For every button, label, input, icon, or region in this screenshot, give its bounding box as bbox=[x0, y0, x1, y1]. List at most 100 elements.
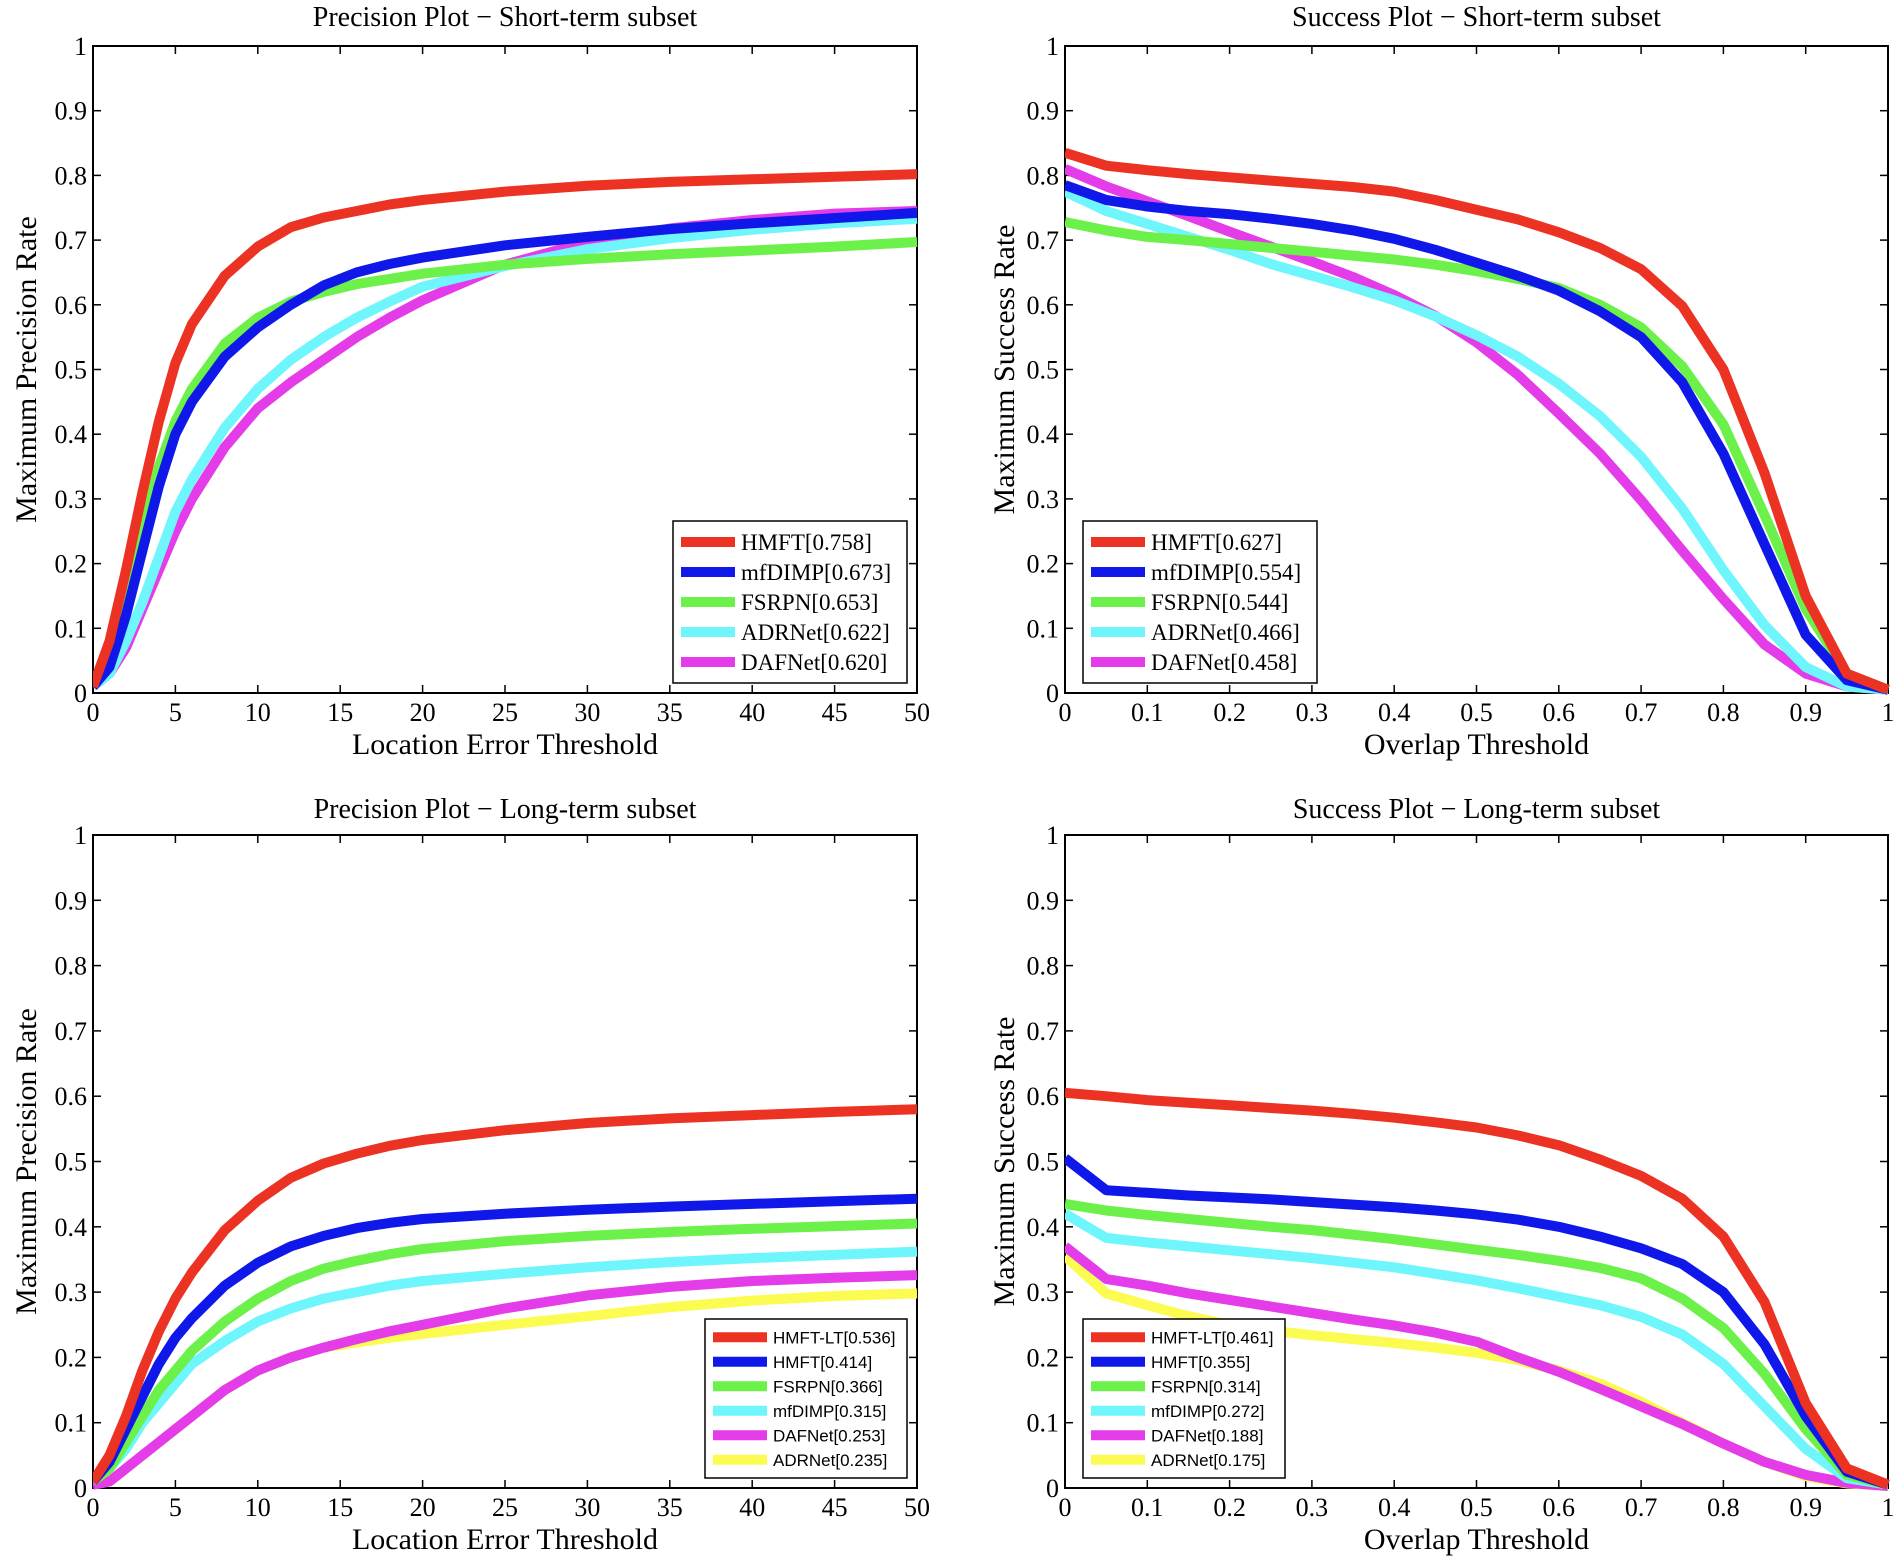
x-tick-label: 40 bbox=[739, 698, 765, 727]
x-tick-label: 20 bbox=[410, 1493, 436, 1522]
x-tick-label: 0.6 bbox=[1543, 698, 1576, 727]
y-tick-label: 0.7 bbox=[55, 226, 88, 255]
x-tick-label: 0.5 bbox=[1460, 698, 1493, 727]
legend-label: HMFT[0.758] bbox=[741, 530, 872, 555]
chart-panel-3: Precision Plot − Long-term subset Locatio… bbox=[10, 794, 930, 1556]
y-tick-label: 0.8 bbox=[1027, 952, 1060, 981]
x-tick-label: 0.2 bbox=[1213, 1493, 1246, 1522]
y-tick-label: 0.5 bbox=[55, 356, 88, 385]
x-tick-label: 45 bbox=[822, 698, 848, 727]
y-tick-label: 0.4 bbox=[55, 1213, 88, 1242]
series-line-fsrpn bbox=[93, 1218, 918, 1486]
x-tick-label: 0 bbox=[87, 698, 100, 727]
y-tick-label: 0.9 bbox=[1027, 886, 1060, 915]
x-tick-label: 0.9 bbox=[1789, 1493, 1822, 1522]
legend-label: HMFT[0.627] bbox=[1151, 530, 1282, 555]
legend-label: mfDIMP[0.673] bbox=[741, 560, 891, 585]
legend-label: FSRPN[0.314] bbox=[1151, 1377, 1261, 1396]
y-tick-label: 0.2 bbox=[55, 550, 88, 579]
x-tick-label: 30 bbox=[574, 698, 600, 727]
chart-title: Success Plot − Short-term subset bbox=[1292, 2, 1661, 33]
legend-label: FSRPN[0.366] bbox=[773, 1377, 883, 1396]
legend-label: ADRNet[0.466] bbox=[1151, 620, 1300, 645]
series-line-mfdimp bbox=[93, 207, 918, 690]
x-axis-label: Location Error Threshold bbox=[352, 1523, 658, 1556]
x-tick-label: 0.6 bbox=[1543, 1493, 1576, 1522]
y-tick-label: 0.2 bbox=[1027, 1343, 1060, 1372]
series-line-hmft bbox=[93, 1193, 918, 1485]
legend-label: DAFNet[0.188] bbox=[1151, 1426, 1263, 1445]
x-tick-label: 0.8 bbox=[1707, 698, 1740, 727]
series-line-hmft bbox=[1065, 148, 1890, 695]
y-tick-label: 0.6 bbox=[55, 291, 88, 320]
legend: HMFT[0.758] mfDIMP[0.673] FSRPN[0.653] ADRN… bbox=[672, 520, 908, 684]
x-tick-label: 0.2 bbox=[1213, 698, 1246, 727]
y-tick-label: 0.7 bbox=[1027, 226, 1060, 255]
x-tick-label: 30 bbox=[574, 1493, 600, 1522]
series-line-mfdimp bbox=[1065, 1209, 1889, 1490]
x-axis-label: Overlap Threshold bbox=[1364, 1523, 1589, 1556]
chart-title: Precision Plot − Short-term subset bbox=[313, 2, 698, 33]
legend-label: FSRPN[0.544] bbox=[1151, 590, 1288, 615]
x-tick-label: 0.7 bbox=[1625, 1493, 1658, 1522]
y-tick-label: 0.6 bbox=[1027, 1082, 1060, 1111]
legend: HMFT-LT[0.461] HMFT[0.355] FSRPN[0.314] mfD… bbox=[1082, 1318, 1286, 1479]
x-tick-label: 0.1 bbox=[1131, 1493, 1164, 1522]
series-line-hmft-lt bbox=[93, 1104, 918, 1485]
y-axis-label: Maximum Success Rate bbox=[988, 225, 1021, 515]
y-axis-label: Maximum Precision Rate bbox=[10, 216, 43, 523]
y-tick-label: 0.9 bbox=[55, 886, 88, 915]
x-tick-label: 35 bbox=[657, 1493, 683, 1522]
x-tick-label: 1 bbox=[1882, 1493, 1895, 1522]
y-tick-label: 0.1 bbox=[1027, 1409, 1060, 1438]
x-tick-label: 0.3 bbox=[1296, 698, 1329, 727]
x-axis-label: Overlap Threshold bbox=[1364, 728, 1589, 761]
legend-box bbox=[704, 1318, 908, 1479]
x-tick-label: 15 bbox=[327, 1493, 353, 1522]
series-line-dafnet bbox=[1065, 1242, 1889, 1491]
y-tick-label: 0.7 bbox=[1027, 1017, 1060, 1046]
x-tick-label: 5 bbox=[169, 698, 182, 727]
x-tick-label: 25 bbox=[492, 698, 518, 727]
y-tick-label: 0.6 bbox=[1027, 291, 1060, 320]
y-tick-label: 0.4 bbox=[1027, 1213, 1060, 1242]
legend: HMFT-LT[0.536] HMFT[0.414] FSRPN[0.366] mfD… bbox=[704, 1318, 908, 1479]
y-tick-label: 0.3 bbox=[55, 485, 88, 514]
x-tick-label: 5 bbox=[169, 1493, 182, 1522]
series-line-dafnet bbox=[1065, 164, 1889, 695]
x-tick-label: 0.1 bbox=[1131, 698, 1164, 727]
y-tick-label: 0.5 bbox=[55, 1148, 88, 1177]
y-tick-label: 0.5 bbox=[1027, 1148, 1060, 1177]
x-tick-label: 0.3 bbox=[1296, 1493, 1329, 1522]
legend-label: ADRNet[0.175] bbox=[1151, 1451, 1265, 1470]
x-tick-label: 0.9 bbox=[1789, 698, 1822, 727]
y-tick-label: 0.1 bbox=[1027, 614, 1060, 643]
x-tick-label: 45 bbox=[822, 1493, 848, 1522]
chart-panel-1: Precision Plot − Short-term subset Locati… bbox=[10, 2, 930, 761]
series-line-fsrpn bbox=[1065, 1198, 1890, 1490]
y-tick-label: 0 bbox=[1046, 679, 1059, 708]
chart-panel-2: Success Plot − Short-term subset Overlap … bbox=[988, 2, 1895, 761]
x-tick-label: 0.8 bbox=[1707, 1493, 1740, 1522]
y-tick-label: 0.8 bbox=[1027, 161, 1060, 190]
x-tick-label: 50 bbox=[904, 1493, 930, 1522]
x-tick-label: 50 bbox=[904, 698, 930, 727]
series-line-hmft bbox=[1065, 1154, 1890, 1490]
x-tick-label: 25 bbox=[492, 1493, 518, 1522]
legend-label: ADRNet[0.235] bbox=[773, 1451, 887, 1470]
x-tick-label: 10 bbox=[245, 1493, 271, 1522]
legend-label: DAFNet[0.620] bbox=[741, 650, 887, 675]
legend-label: ADRNet[0.622] bbox=[741, 620, 890, 645]
y-tick-label: 0 bbox=[1046, 1474, 1059, 1503]
chart-title: Success Plot − Long-term subset bbox=[1293, 794, 1661, 825]
x-tick-label: 1 bbox=[1882, 698, 1895, 727]
series-line-mfdimp bbox=[1065, 180, 1890, 695]
y-tick-label: 0.5 bbox=[1027, 356, 1060, 385]
y-tick-label: 1 bbox=[1046, 32, 1059, 61]
x-tick-label: 0 bbox=[1059, 698, 1072, 727]
y-tick-label: 0 bbox=[74, 679, 87, 708]
x-tick-label: 0.4 bbox=[1378, 1493, 1411, 1522]
y-tick-label: 0.9 bbox=[1027, 97, 1060, 126]
series-line-dafnet bbox=[93, 1270, 918, 1490]
